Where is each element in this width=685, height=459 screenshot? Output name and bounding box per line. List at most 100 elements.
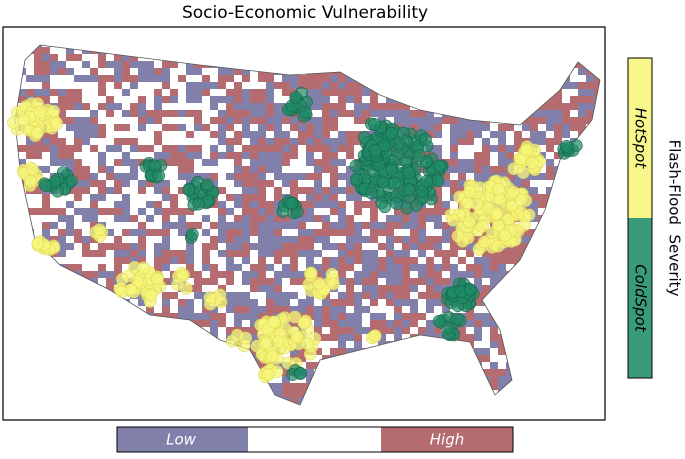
county — [74, 173, 82, 180]
county — [458, 152, 466, 159]
county — [210, 103, 218, 110]
county — [314, 159, 322, 166]
county — [114, 110, 122, 117]
county — [330, 96, 338, 103]
county — [482, 341, 490, 348]
county — [274, 166, 282, 173]
county — [498, 124, 506, 131]
county — [274, 390, 282, 397]
county — [106, 124, 114, 131]
county — [570, 131, 578, 138]
county — [498, 159, 506, 166]
county — [98, 180, 106, 187]
county — [490, 341, 498, 348]
county — [258, 180, 266, 187]
county — [154, 138, 162, 145]
county — [34, 54, 42, 61]
county — [266, 257, 274, 264]
county — [226, 271, 234, 278]
county — [378, 299, 386, 306]
county — [58, 110, 66, 117]
vulnerability-legend-frame — [116, 426, 514, 453]
county — [42, 166, 50, 173]
county — [66, 117, 74, 124]
county — [194, 306, 202, 313]
county — [154, 110, 162, 117]
county — [98, 173, 106, 180]
county — [178, 61, 186, 68]
county — [90, 264, 98, 271]
county — [338, 320, 346, 327]
county — [290, 173, 298, 180]
county — [178, 89, 186, 96]
county — [138, 215, 146, 222]
county — [210, 110, 218, 117]
county — [234, 250, 242, 257]
county — [250, 82, 258, 89]
hotspot-dot — [327, 277, 340, 291]
county — [282, 180, 290, 187]
county — [250, 166, 258, 173]
county — [354, 131, 362, 138]
county — [98, 61, 106, 68]
county — [498, 376, 506, 383]
county — [338, 173, 346, 180]
county — [410, 313, 418, 320]
county — [138, 180, 146, 187]
county — [210, 236, 218, 243]
county — [394, 285, 402, 292]
county — [178, 166, 186, 173]
county — [146, 306, 154, 313]
county — [458, 131, 466, 138]
county — [82, 68, 90, 75]
county — [186, 159, 194, 166]
county — [162, 180, 170, 187]
county — [194, 96, 202, 103]
county — [442, 145, 450, 152]
county — [138, 187, 146, 194]
county — [466, 173, 474, 180]
county — [178, 222, 186, 229]
coldspot-dot — [294, 367, 307, 380]
county — [258, 243, 266, 250]
county — [114, 222, 122, 229]
county — [386, 208, 394, 215]
county — [450, 152, 458, 159]
county — [82, 124, 90, 131]
coldspot-dot — [385, 163, 398, 177]
county — [210, 68, 218, 75]
county — [362, 243, 370, 250]
county — [258, 103, 266, 110]
county — [26, 194, 34, 201]
county — [218, 222, 226, 229]
county — [210, 138, 218, 145]
county — [346, 243, 354, 250]
county — [106, 264, 114, 271]
county — [50, 215, 58, 222]
county — [586, 75, 594, 82]
county — [370, 341, 378, 348]
county — [130, 250, 138, 257]
county — [386, 243, 394, 250]
county — [162, 229, 170, 236]
county — [314, 152, 322, 159]
hotspot-layer — [7, 86, 583, 384]
county — [386, 271, 394, 278]
county — [226, 201, 234, 208]
county — [578, 75, 586, 82]
county — [242, 229, 250, 236]
county — [122, 159, 130, 166]
county — [314, 243, 322, 250]
county — [194, 215, 202, 222]
county — [370, 271, 378, 278]
county — [298, 292, 306, 299]
county — [130, 187, 138, 194]
county — [314, 166, 322, 173]
county — [210, 215, 218, 222]
county — [210, 257, 218, 264]
county — [386, 299, 394, 306]
county — [50, 131, 58, 138]
county — [402, 306, 410, 313]
county — [250, 292, 258, 299]
county — [410, 243, 418, 250]
